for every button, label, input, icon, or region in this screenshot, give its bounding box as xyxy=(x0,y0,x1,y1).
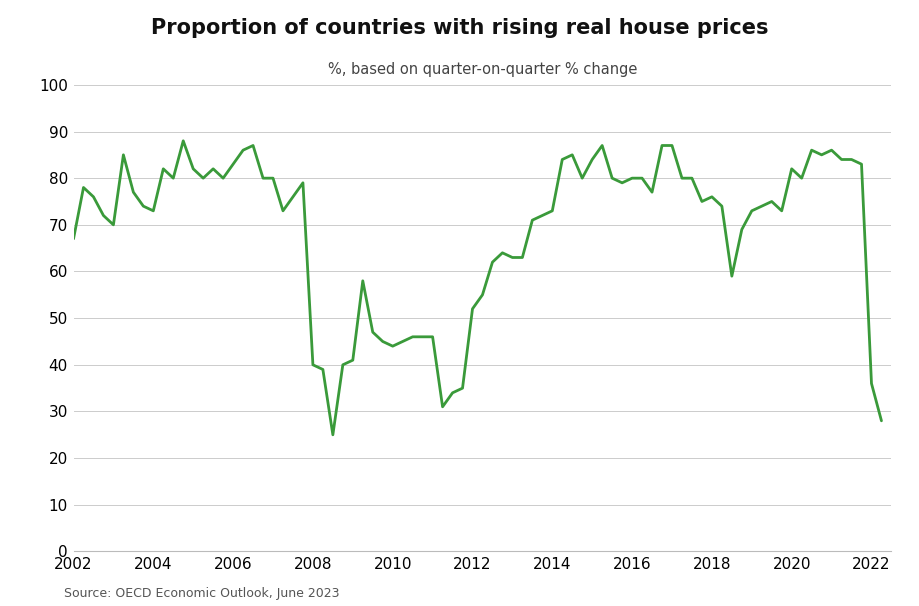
Text: Proportion of countries with rising real house prices: Proportion of countries with rising real… xyxy=(151,18,768,38)
Title: %, based on quarter-on-quarter % change: %, based on quarter-on-quarter % change xyxy=(328,62,637,77)
Text: Source: OECD Economic Outlook, June 2023: Source: OECD Economic Outlook, June 2023 xyxy=(64,587,340,600)
